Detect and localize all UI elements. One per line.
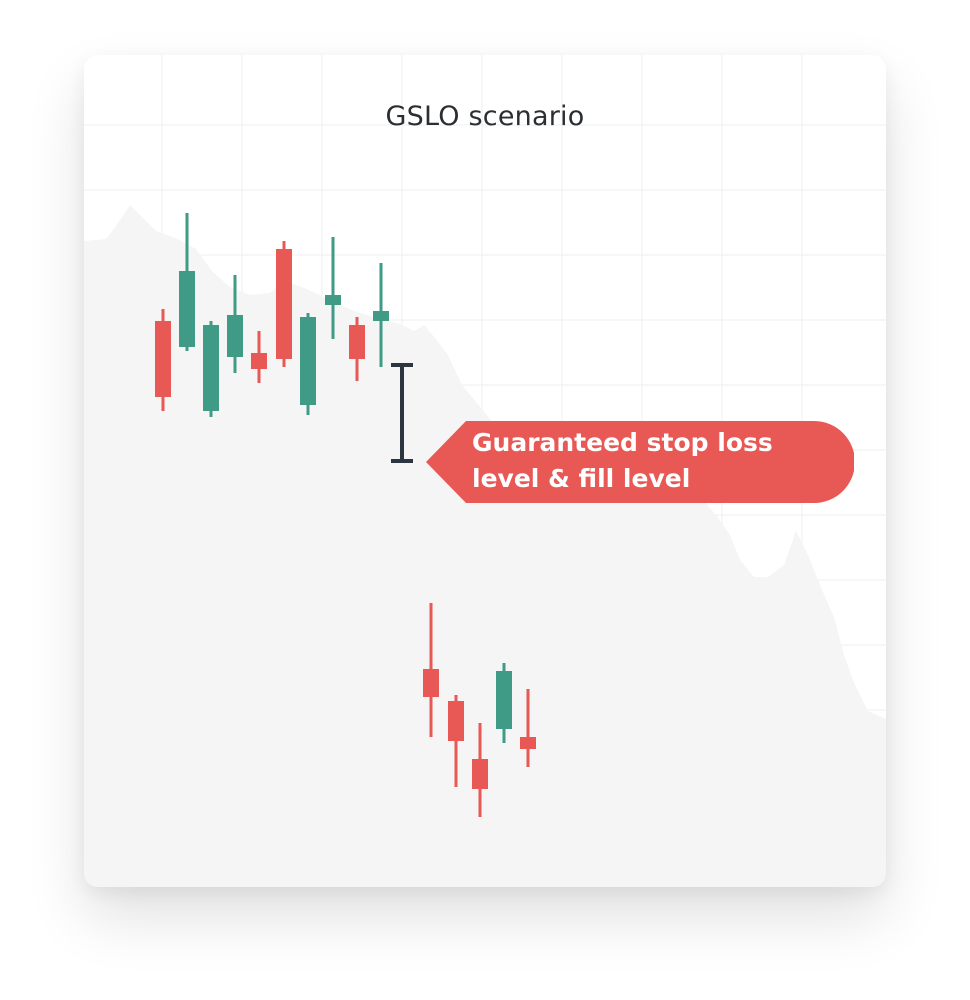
- candle-11-body: [423, 669, 439, 697]
- callout-line-1: Guaranteed stop loss: [472, 428, 773, 457]
- candle-6-body: [276, 249, 292, 359]
- candle-13-body: [472, 759, 488, 789]
- candle-10-body: [373, 311, 389, 321]
- gap-marker: [391, 363, 413, 463]
- candle-14-body: [496, 671, 512, 729]
- callout-line-2: level & fill level: [472, 464, 691, 493]
- candle-8-body: [325, 295, 341, 305]
- candle-2-body: [179, 271, 195, 347]
- candles-after-gap: [423, 603, 536, 817]
- candle-9-body: [349, 325, 365, 359]
- candle-15-body: [520, 737, 536, 749]
- candlestick-diagram: [84, 55, 886, 887]
- callout-shape: [426, 421, 854, 503]
- candle-5-body: [251, 353, 267, 369]
- diagram-title: GSLO scenario: [385, 101, 585, 132]
- candle-1-body: [155, 321, 171, 397]
- candle-4-body: [227, 315, 243, 357]
- candle-7-body: [300, 317, 316, 405]
- gslo-callout-label: Guaranteed stop loss level & fill level: [472, 425, 802, 497]
- candle-3-body: [203, 325, 219, 411]
- chart-card: GSLO scenario Guaranteed stop loss level…: [84, 55, 886, 887]
- background-price-area: [84, 205, 886, 887]
- candle-12-body: [448, 701, 464, 741]
- candles-before-gap: [155, 213, 389, 417]
